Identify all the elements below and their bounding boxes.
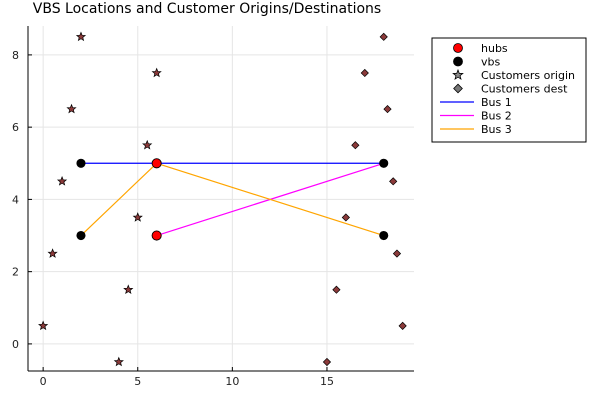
customer-dest-point <box>351 141 360 150</box>
x-tick-label: 15 <box>320 375 334 388</box>
y-tick-label: 4 <box>12 193 19 206</box>
x-tick-label: 5 <box>134 375 141 388</box>
customer-dest-point <box>389 177 398 186</box>
legend-hubs-label: hubs <box>481 42 508 55</box>
vbs-point <box>76 230 86 241</box>
y-tick-label: 6 <box>12 121 19 134</box>
y-tick-label: 8 <box>12 49 19 62</box>
customer-origin-point <box>75 31 87 42</box>
legend-customers-dest-marker <box>453 83 463 94</box>
customer-origin-point <box>47 248 58 258</box>
legend-customers-origin-label: Customers origin <box>481 69 575 82</box>
customer-origin-point <box>56 175 68 186</box>
legend-customers-dest-label: Customers dest <box>481 83 568 96</box>
customer-origin-point <box>132 212 143 222</box>
hub-point <box>151 158 162 169</box>
customer-dest-point <box>398 321 407 330</box>
x-tick-label: 0 <box>40 375 47 388</box>
customer-origin-point <box>38 320 49 331</box>
customer-origin-point <box>151 67 162 78</box>
customer-dest-point <box>392 249 402 258</box>
vbs-point <box>379 230 389 241</box>
y-tick-label: 0 <box>12 338 19 351</box>
customer-dest-point <box>379 32 388 41</box>
legend-bus-1-label: Bus 1 <box>481 96 512 109</box>
x-tick-label: 10 <box>225 375 239 388</box>
customer-dest-point <box>332 285 341 294</box>
customer-origin-point <box>113 356 124 367</box>
customer-dest-point <box>360 68 369 78</box>
plot-area: 0 5 10 15 0 2 4 6 8 <box>12 26 414 388</box>
legend-vbs-marker <box>453 56 463 67</box>
legend-bus-2-label: Bus 2 <box>481 110 512 123</box>
customer-origin-point <box>123 284 134 295</box>
legend-customers-origin-marker <box>452 68 464 80</box>
vbs-point <box>379 158 389 168</box>
customer-dest-point <box>383 104 392 114</box>
vbs-point <box>76 158 86 168</box>
legend-hubs-marker <box>453 43 463 53</box>
customer-origin-point <box>66 103 77 114</box>
chart-title: VBS Locations and Customer Origins/Desti… <box>33 1 381 17</box>
customer-origin-point <box>142 139 153 150</box>
customer-dest-point <box>341 213 350 222</box>
customer-dest-point <box>322 357 332 367</box>
hub-point <box>151 230 162 241</box>
y-tick-label: 2 <box>12 266 19 279</box>
legend-vbs-label: vbs <box>481 56 500 69</box>
legend-bus-3-label: Bus 3 <box>481 123 512 136</box>
